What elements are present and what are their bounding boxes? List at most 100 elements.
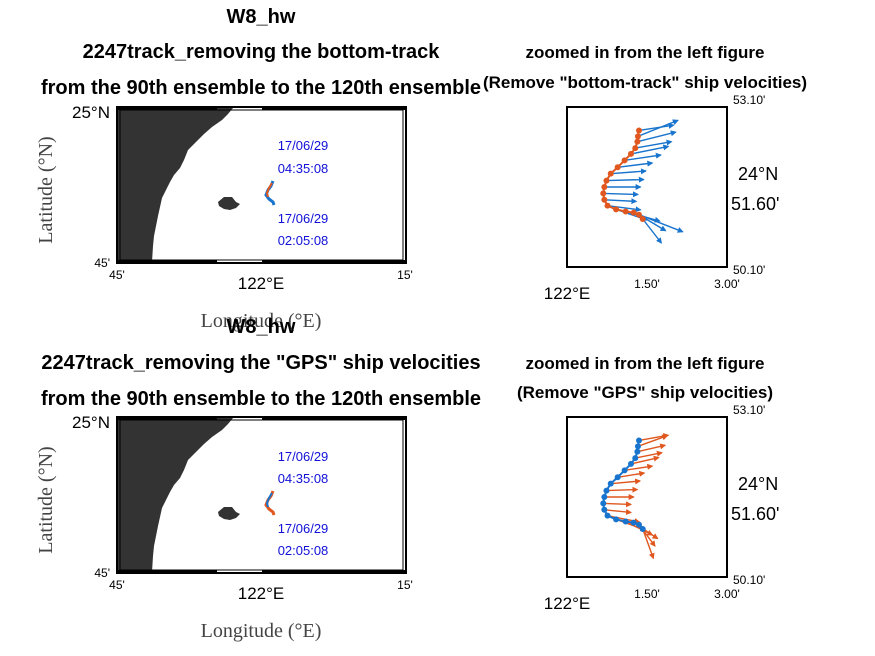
map-title-line-3: from the 90th ensemble to the 120th ense… [41, 77, 481, 99]
x-tick-label: 122°E [544, 594, 591, 613]
velocity-arrow [637, 443, 667, 453]
y-tick-label: 25°N [72, 103, 110, 122]
y-tick-label: 53.10' [733, 403, 765, 417]
x-tick-label: 122°E [238, 584, 285, 603]
zoom-title-line-1: zoomed in from the left figure [526, 354, 765, 373]
x-tick-label: 1.50' [634, 277, 660, 291]
track-point [613, 206, 620, 213]
track-point [634, 133, 641, 140]
annotation-time-end: 04:35:08 [278, 471, 329, 486]
track-point [628, 460, 634, 467]
track-point [636, 521, 642, 528]
y-axis-label: Latitude (°N) [35, 446, 57, 553]
track-point [621, 157, 628, 164]
track-point [607, 480, 614, 487]
annotation-time-start: 02:05:08 [278, 543, 329, 558]
track-point [639, 526, 646, 532]
velocity-arrow [635, 450, 663, 459]
track-point [604, 202, 611, 209]
map-panel-bottom: W8_hw 2247track_removing the "GPS" ship … [35, 316, 481, 642]
y-tick-label: 25°N [72, 413, 110, 432]
y-tick-label: 50.10' [733, 263, 765, 277]
map-title-line-1: W8_hw [227, 6, 296, 28]
y-tick-label: 50.10' [733, 573, 765, 587]
velocity-arrow [642, 218, 663, 244]
track-point [630, 519, 637, 526]
track-point [600, 190, 607, 197]
track-point [614, 164, 621, 171]
track-point [622, 518, 629, 525]
zoom-frame [566, 416, 728, 578]
zoom-plot-area [600, 433, 670, 560]
track-point [636, 211, 642, 218]
y-tick-label: 53.10' [733, 93, 765, 107]
velocity-arrow [610, 478, 642, 485]
y-tick-label: 45' [94, 566, 110, 580]
track-point [614, 474, 621, 481]
track-point [601, 494, 608, 500]
track-point [607, 170, 614, 177]
land-mass [118, 418, 233, 572]
island [218, 197, 240, 210]
velocity-arrow [624, 152, 662, 162]
annotation-date-start: 17/06/29 [278, 521, 329, 536]
x-tick-label: 3.00' [714, 587, 740, 601]
map-title-line-3: from the 90th ensemble to the 120th ense… [41, 388, 481, 410]
velocity-arrow [638, 433, 670, 442]
velocity-arrow [607, 204, 642, 213]
map-frame [116, 416, 407, 574]
x-axis-label: Longitude (°E) [201, 620, 322, 642]
map-title-line-1: W8_hw [227, 316, 296, 338]
annotation-date-start: 17/06/29 [278, 211, 329, 226]
track-point [603, 487, 610, 494]
x-tick-label: 45' [109, 268, 125, 282]
track-point [600, 500, 607, 507]
x-tick-label: 15' [397, 578, 413, 592]
map-frame-inner [119, 419, 404, 571]
zoom-plot-area [600, 119, 684, 244]
velocity-arrow [637, 434, 669, 447]
velocity-arrow [638, 122, 675, 132]
track-point [630, 209, 637, 216]
x-tick-label: 122°E [544, 284, 591, 303]
track-point [621, 467, 628, 474]
velocity-arrow [637, 130, 677, 143]
track-point [634, 138, 641, 145]
velocity-arrow [603, 501, 632, 508]
velocity-arrow [604, 198, 638, 205]
x-tick-label: 122°E [238, 274, 285, 293]
track-point [636, 437, 642, 444]
x-tick-label: 1.50' [634, 587, 660, 601]
track-point [639, 216, 646, 222]
velocity-arrow [630, 455, 660, 465]
velocity-arrow [604, 508, 632, 515]
track-point [613, 516, 620, 523]
track-point [601, 196, 608, 203]
x-tick-label: 3.00' [714, 277, 740, 291]
x-tick-label: 45' [109, 578, 125, 592]
track-point [634, 443, 641, 450]
zoom-title-line-1: zoomed in from the left figure [526, 43, 765, 62]
zoom-frame [566, 106, 728, 268]
y-tick-label: 45' [94, 256, 110, 270]
velocity-arrow [630, 144, 670, 155]
velocity-arrow [610, 168, 647, 175]
velocity-arrow [603, 191, 639, 198]
island [218, 507, 240, 520]
map-title-line-2: 2247track_removing the bottom-track [83, 41, 441, 63]
zoom-panel-top: zoomed in from the left figure (Remove "… [483, 43, 807, 303]
annotation-time-start: 02:05:08 [278, 233, 329, 248]
track-point [628, 150, 634, 157]
zoom-panel-bottom: zoomed in from the left figure (Remove "… [517, 354, 780, 613]
track-point [636, 127, 642, 134]
y-tick-label: 24°N [738, 164, 778, 184]
velocity-arrow [606, 486, 639, 493]
y-axis-label: Latitude (°N) [35, 136, 57, 243]
annotation-time-end: 04:35:08 [278, 161, 329, 176]
zoom-title-line-2: (Remove "bottom-track" ship velocities) [483, 73, 807, 92]
annotation-date-end: 17/06/29 [278, 138, 329, 153]
ship-track-highlight [265, 492, 273, 508]
map-frame-inner [119, 109, 404, 261]
track-point [601, 184, 608, 190]
annotation-date-end: 17/06/29 [278, 449, 329, 464]
